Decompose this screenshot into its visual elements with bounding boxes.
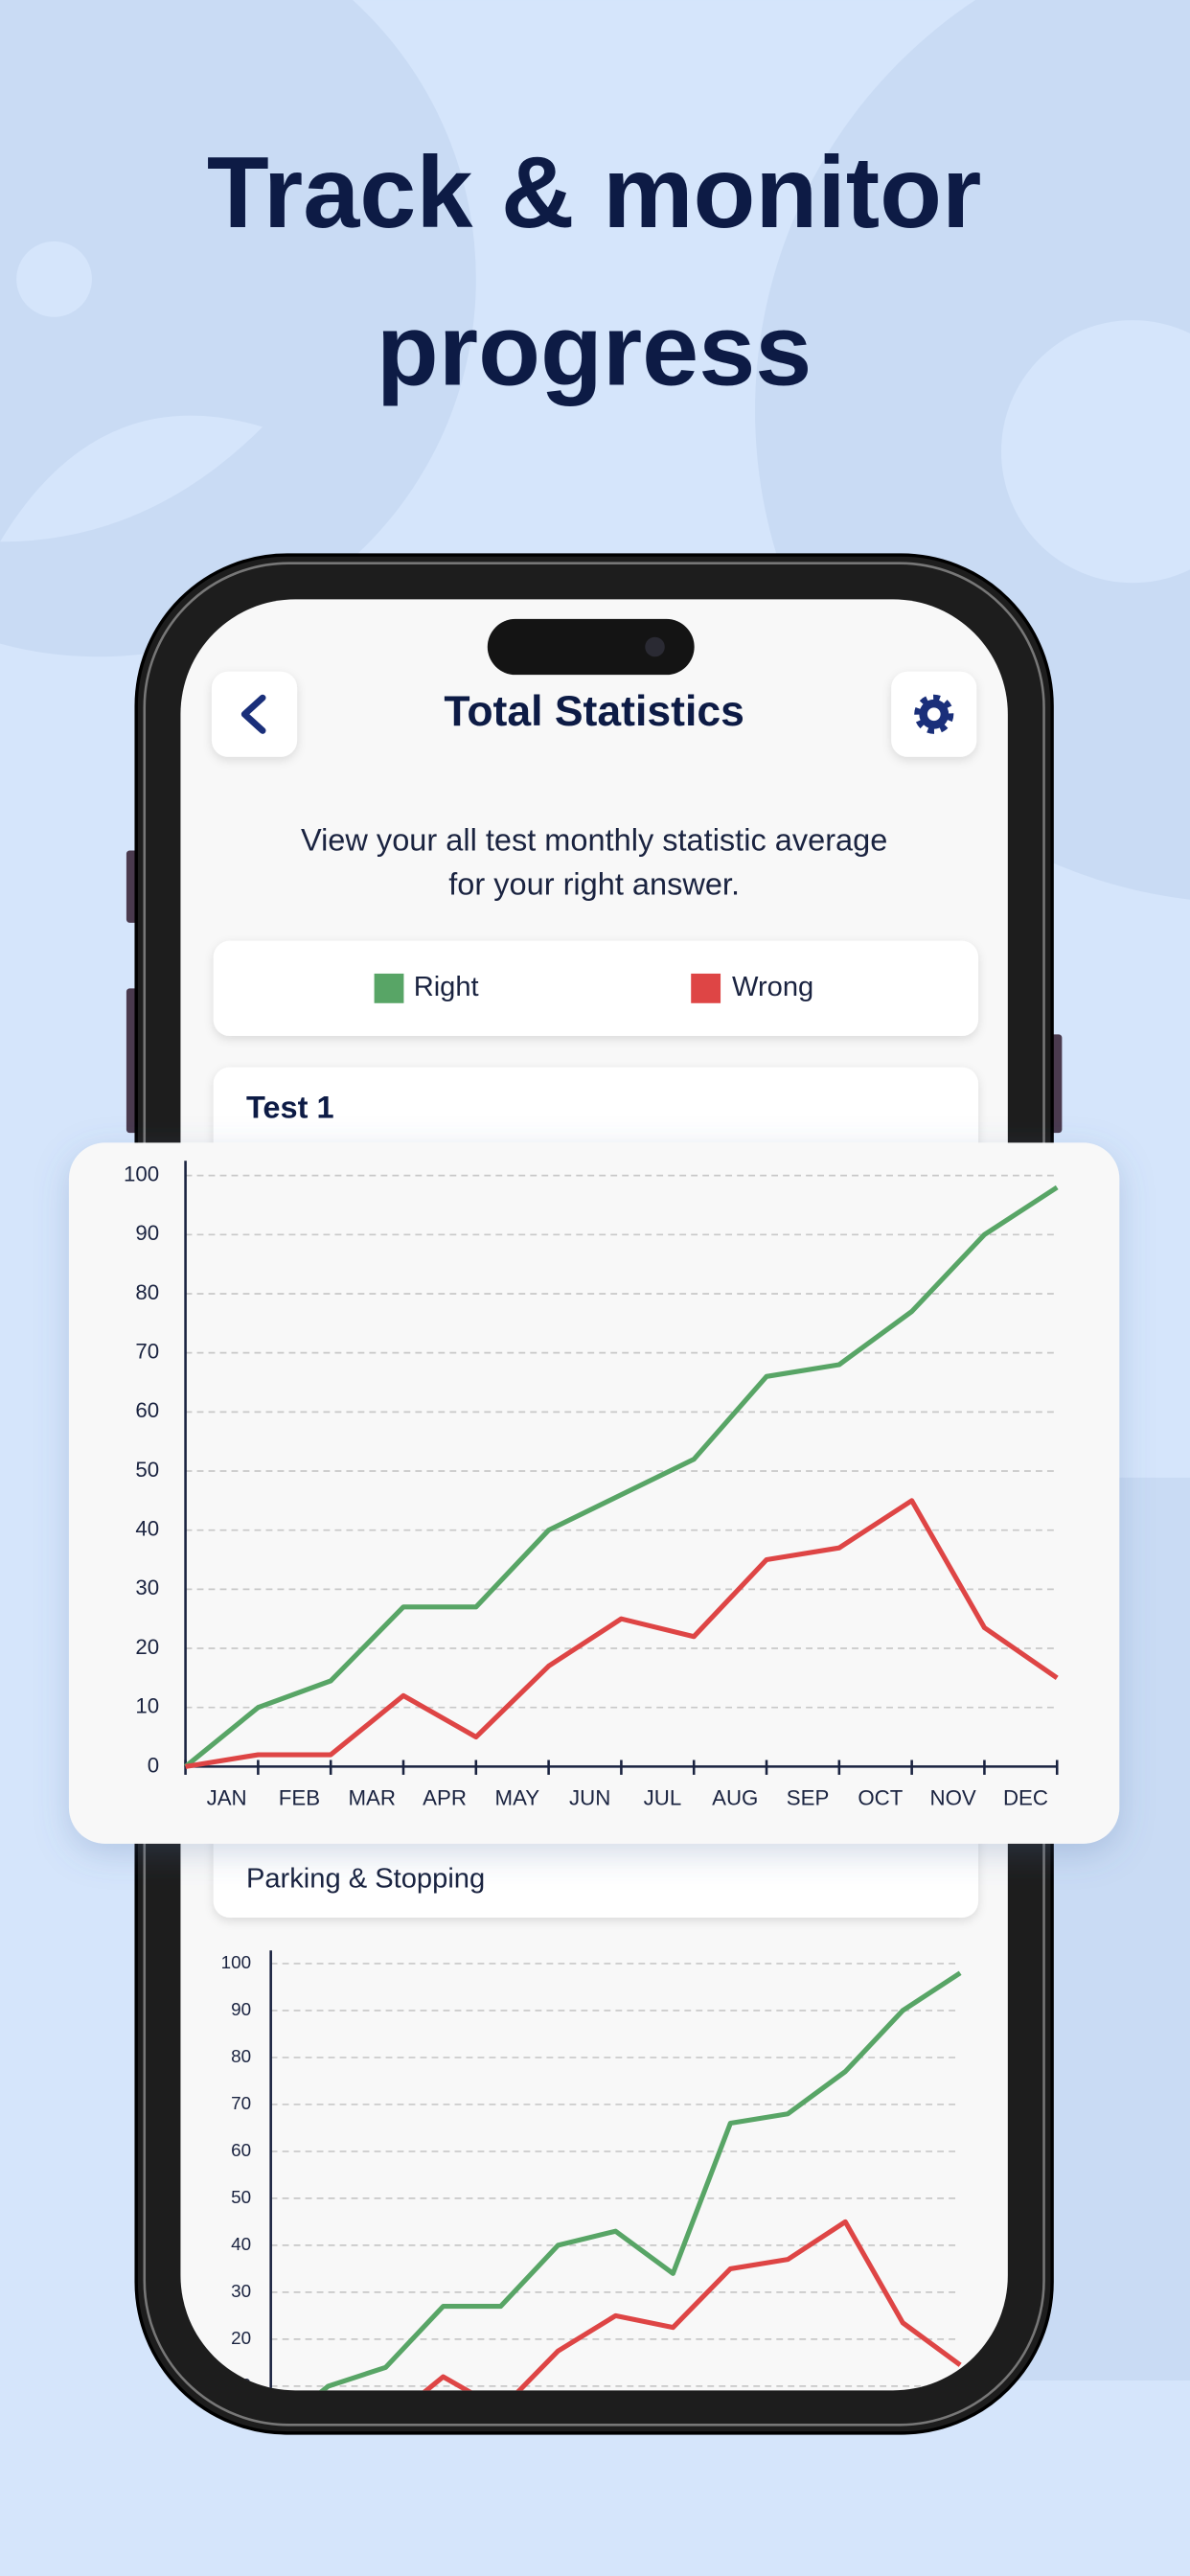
legend-swatch xyxy=(691,973,721,1003)
y-tick-label: 80 xyxy=(231,2046,251,2066)
x-tick-label: MAY xyxy=(495,1786,540,1810)
series-line xyxy=(183,1184,1059,1769)
test-title: Parking & Stopping xyxy=(246,1863,485,1894)
settings-icon xyxy=(914,694,954,734)
description: View your all test monthly statistic ave… xyxy=(301,822,887,857)
y-tick-label: 0 xyxy=(148,1753,159,1777)
x-tick-label: OCT xyxy=(858,1786,903,1810)
decor xyxy=(0,415,263,542)
x-tick-label: SEP xyxy=(787,1786,830,1810)
y-tick-label: 100 xyxy=(221,1952,251,1972)
y-tick-label: 50 xyxy=(135,1458,159,1482)
x-tick-label: JAN xyxy=(207,1786,247,1810)
series-line xyxy=(269,1970,962,2391)
x-tick-label: DEC xyxy=(1003,1786,1048,1810)
x-tick-label: MAR xyxy=(348,1786,395,1810)
y-tick-label: 20 xyxy=(135,1635,159,1659)
series-line xyxy=(270,2219,962,2391)
series-line xyxy=(185,1498,1059,1769)
y-tick-label: 60 xyxy=(135,1398,159,1422)
y-tick-label: 30 xyxy=(135,1576,159,1599)
camera xyxy=(645,636,665,657)
legend-card xyxy=(213,940,979,1037)
dynamic-island xyxy=(487,618,695,676)
y-tick-label: 60 xyxy=(231,2140,251,2160)
decor xyxy=(1001,320,1190,584)
x-tick-label: NOV xyxy=(930,1786,976,1810)
y-tick-label: 30 xyxy=(231,2281,251,2301)
y-tick-label: 90 xyxy=(231,1999,251,2019)
chart: 0 10 20 30 40 50 60 70 80 90 100 JAN FEB MAR APR MAY JUN… xyxy=(124,1161,1059,1810)
y-tick-label: 40 xyxy=(135,1517,159,1541)
y-tick-label: 10 xyxy=(135,1694,159,1718)
description: for your right answer. xyxy=(448,867,740,902)
y-tick-label: 70 xyxy=(231,2093,251,2113)
x-tick-label: JUN xyxy=(569,1786,610,1810)
legend-label: Wrong xyxy=(732,972,813,1002)
headline: progress xyxy=(377,293,812,407)
y-tick-label: 50 xyxy=(231,2187,251,2207)
y-tick-label: 40 xyxy=(231,2234,251,2254)
x-tick-label: AUG xyxy=(712,1786,758,1810)
x-tick-label: APR xyxy=(423,1786,467,1810)
y-tick-label: 70 xyxy=(135,1340,159,1364)
y-tick-label: 90 xyxy=(135,1221,159,1245)
back-icon xyxy=(240,694,266,734)
x-tick-label: FEB xyxy=(279,1786,320,1810)
y-tick-label: 20 xyxy=(231,2328,251,2348)
test-title: Test 1 xyxy=(246,1091,334,1125)
screen-title: Total Statistics xyxy=(444,688,744,735)
y-tick-label: 100 xyxy=(124,1162,159,1186)
y-tick-label: 80 xyxy=(135,1280,159,1304)
legend-label: Right xyxy=(414,972,479,1002)
chart-card xyxy=(68,1142,1120,1844)
back-button[interactable] xyxy=(211,671,298,757)
x-tick-label: JUL xyxy=(644,1786,682,1810)
legend-swatch xyxy=(374,973,404,1003)
headline: Track & monitor xyxy=(207,135,982,249)
decor xyxy=(16,241,92,317)
